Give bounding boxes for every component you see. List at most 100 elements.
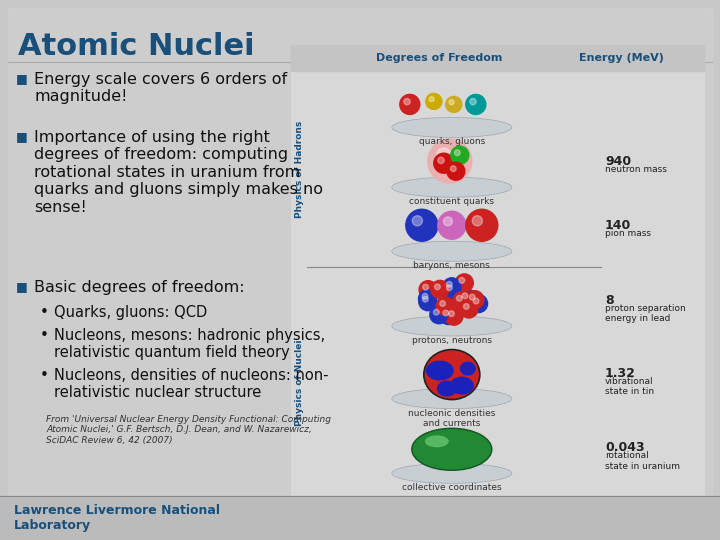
- Circle shape: [418, 290, 436, 308]
- Text: baryons, mesons: baryons, mesons: [413, 261, 490, 270]
- Text: 8: 8: [605, 294, 613, 307]
- Circle shape: [438, 157, 444, 164]
- Circle shape: [439, 307, 457, 325]
- Ellipse shape: [392, 177, 512, 197]
- Circle shape: [435, 284, 441, 290]
- Circle shape: [400, 94, 420, 114]
- Text: 1.32: 1.32: [605, 367, 636, 380]
- Circle shape: [451, 166, 456, 172]
- Bar: [291, 45, 704, 71]
- Circle shape: [447, 162, 465, 180]
- Text: From 'Universal Nuclear Energy Density Functional: Computing
Atomic Nuclei,' G.F: From 'Universal Nuclear Energy Density F…: [46, 415, 331, 445]
- Text: ■: ■: [16, 130, 28, 143]
- Bar: [0, 496, 720, 540]
- Text: pion mass: pion mass: [605, 230, 651, 238]
- Circle shape: [470, 98, 476, 105]
- Text: •: •: [40, 305, 49, 320]
- Ellipse shape: [392, 117, 512, 137]
- Text: Lawrence Livermore National
Laboratory: Lawrence Livermore National Laboratory: [14, 504, 220, 532]
- Circle shape: [434, 153, 454, 173]
- Circle shape: [419, 281, 437, 299]
- Circle shape: [433, 309, 439, 315]
- Circle shape: [464, 303, 469, 309]
- Circle shape: [460, 300, 478, 318]
- Circle shape: [459, 278, 464, 284]
- Circle shape: [438, 211, 466, 239]
- Circle shape: [429, 97, 434, 102]
- Ellipse shape: [437, 381, 456, 396]
- Circle shape: [430, 306, 448, 323]
- Circle shape: [436, 297, 454, 315]
- Circle shape: [445, 307, 463, 325]
- Circle shape: [446, 97, 462, 112]
- Circle shape: [422, 293, 428, 299]
- Text: nucleonic densities
and currents: nucleonic densities and currents: [408, 409, 495, 428]
- Circle shape: [451, 146, 469, 164]
- Text: 140: 140: [605, 219, 631, 232]
- Circle shape: [449, 99, 454, 105]
- Text: Quarks, gluons: QCD: Quarks, gluons: QCD: [54, 305, 207, 320]
- Circle shape: [404, 98, 410, 105]
- Circle shape: [436, 148, 451, 162]
- Circle shape: [443, 310, 449, 316]
- Circle shape: [466, 94, 486, 114]
- Circle shape: [423, 284, 428, 290]
- Text: vibrational
state in tin: vibrational state in tin: [605, 376, 654, 396]
- Circle shape: [473, 298, 479, 304]
- Text: Nucleons, mesons: hadronic physics,
relativistic quantum field theory: Nucleons, mesons: hadronic physics, rela…: [54, 328, 325, 360]
- Text: 0.043: 0.043: [605, 441, 644, 454]
- Circle shape: [469, 294, 475, 300]
- Ellipse shape: [460, 362, 476, 376]
- Circle shape: [449, 311, 454, 316]
- Ellipse shape: [425, 435, 449, 447]
- Text: proton separation
energy in lead: proton separation energy in lead: [605, 304, 685, 323]
- Text: Physics of Hadrons: Physics of Hadrons: [294, 120, 304, 218]
- Circle shape: [413, 215, 423, 226]
- Circle shape: [443, 278, 461, 296]
- Circle shape: [431, 280, 449, 299]
- Circle shape: [454, 150, 460, 156]
- Circle shape: [456, 295, 462, 301]
- Ellipse shape: [392, 316, 512, 336]
- Circle shape: [446, 285, 452, 291]
- Circle shape: [423, 296, 428, 302]
- Text: neutron mass: neutron mass: [605, 165, 667, 174]
- Ellipse shape: [450, 376, 474, 395]
- Text: Energy scale covers 6 orders of
magnitude!: Energy scale covers 6 orders of magnitud…: [34, 72, 287, 104]
- Text: Energy (MeV): Energy (MeV): [579, 53, 664, 63]
- Circle shape: [443, 281, 461, 299]
- Circle shape: [419, 293, 437, 310]
- Text: quarks, gluons: quarks, gluons: [419, 137, 485, 146]
- Circle shape: [462, 293, 468, 299]
- Circle shape: [455, 274, 473, 292]
- Circle shape: [472, 215, 482, 226]
- Ellipse shape: [392, 389, 512, 409]
- Circle shape: [469, 295, 487, 313]
- Text: ■: ■: [16, 280, 28, 293]
- Ellipse shape: [412, 428, 492, 470]
- Text: constituent quarks: constituent quarks: [409, 197, 495, 206]
- Circle shape: [444, 217, 452, 226]
- Text: Basic degrees of freedom:: Basic degrees of freedom:: [34, 280, 245, 295]
- Circle shape: [426, 93, 442, 110]
- Text: collective coordinates: collective coordinates: [402, 483, 502, 492]
- Text: ■: ■: [16, 72, 28, 85]
- Text: protons, neutrons: protons, neutrons: [412, 336, 492, 345]
- Circle shape: [446, 281, 452, 287]
- Text: Importance of using the right
degrees of freedom: computing
rotational states in: Importance of using the right degrees of…: [34, 130, 323, 214]
- Ellipse shape: [426, 361, 454, 381]
- Circle shape: [466, 291, 484, 309]
- Text: rotational
state in uranium: rotational state in uranium: [605, 451, 680, 471]
- Circle shape: [428, 139, 472, 183]
- Circle shape: [453, 292, 471, 310]
- Text: Physics of Nuclei: Physics of Nuclei: [294, 340, 304, 426]
- Text: •: •: [40, 328, 49, 343]
- Ellipse shape: [424, 349, 480, 400]
- Circle shape: [440, 301, 446, 306]
- Bar: [291, 45, 704, 498]
- Ellipse shape: [392, 463, 512, 483]
- Text: Degrees of Freedom: Degrees of Freedom: [377, 53, 503, 63]
- Text: Atomic Nuclei: Atomic Nuclei: [18, 32, 255, 61]
- Text: Nucleons, densities of nucleons: non-
relativistic nuclear structure: Nucleons, densities of nucleons: non- re…: [54, 368, 328, 400]
- Text: 940: 940: [605, 155, 631, 168]
